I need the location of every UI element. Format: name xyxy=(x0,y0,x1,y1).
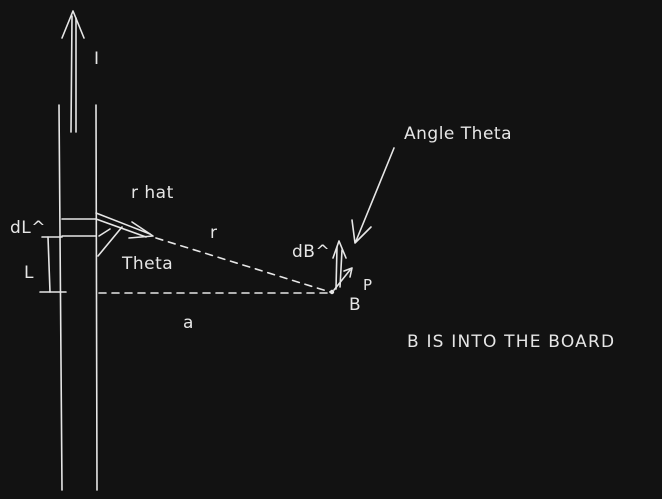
current-arrow xyxy=(61,10,85,133)
p-label: P xyxy=(363,276,373,294)
r-hat-arrow xyxy=(95,212,154,239)
theta-label: Theta xyxy=(121,254,173,274)
r-dashed-line xyxy=(155,237,331,293)
wire-left-edge xyxy=(58,104,63,491)
b-label: B xyxy=(349,295,361,315)
dl-element xyxy=(61,218,97,237)
r-hat-label: r hat xyxy=(131,183,174,203)
l-bracket xyxy=(39,236,67,293)
a-label: a xyxy=(183,313,194,333)
db-arrow xyxy=(332,240,347,290)
angle-theta-label: Angle Theta xyxy=(404,124,512,144)
point-p-dot xyxy=(329,289,335,295)
r-label: r xyxy=(210,223,218,243)
p-small-arrow xyxy=(333,267,353,291)
l-label: L xyxy=(24,263,34,283)
angle-theta-pointer-arrow xyxy=(351,147,395,244)
wire-right-edge xyxy=(95,104,98,491)
current-label: I xyxy=(94,49,100,69)
theta-angle-mark xyxy=(97,226,123,257)
db-label: dB^ xyxy=(292,242,330,262)
dl-label: dL^ xyxy=(10,218,46,238)
b-into-board-note: B IS INTO THE BOARD xyxy=(407,332,615,352)
